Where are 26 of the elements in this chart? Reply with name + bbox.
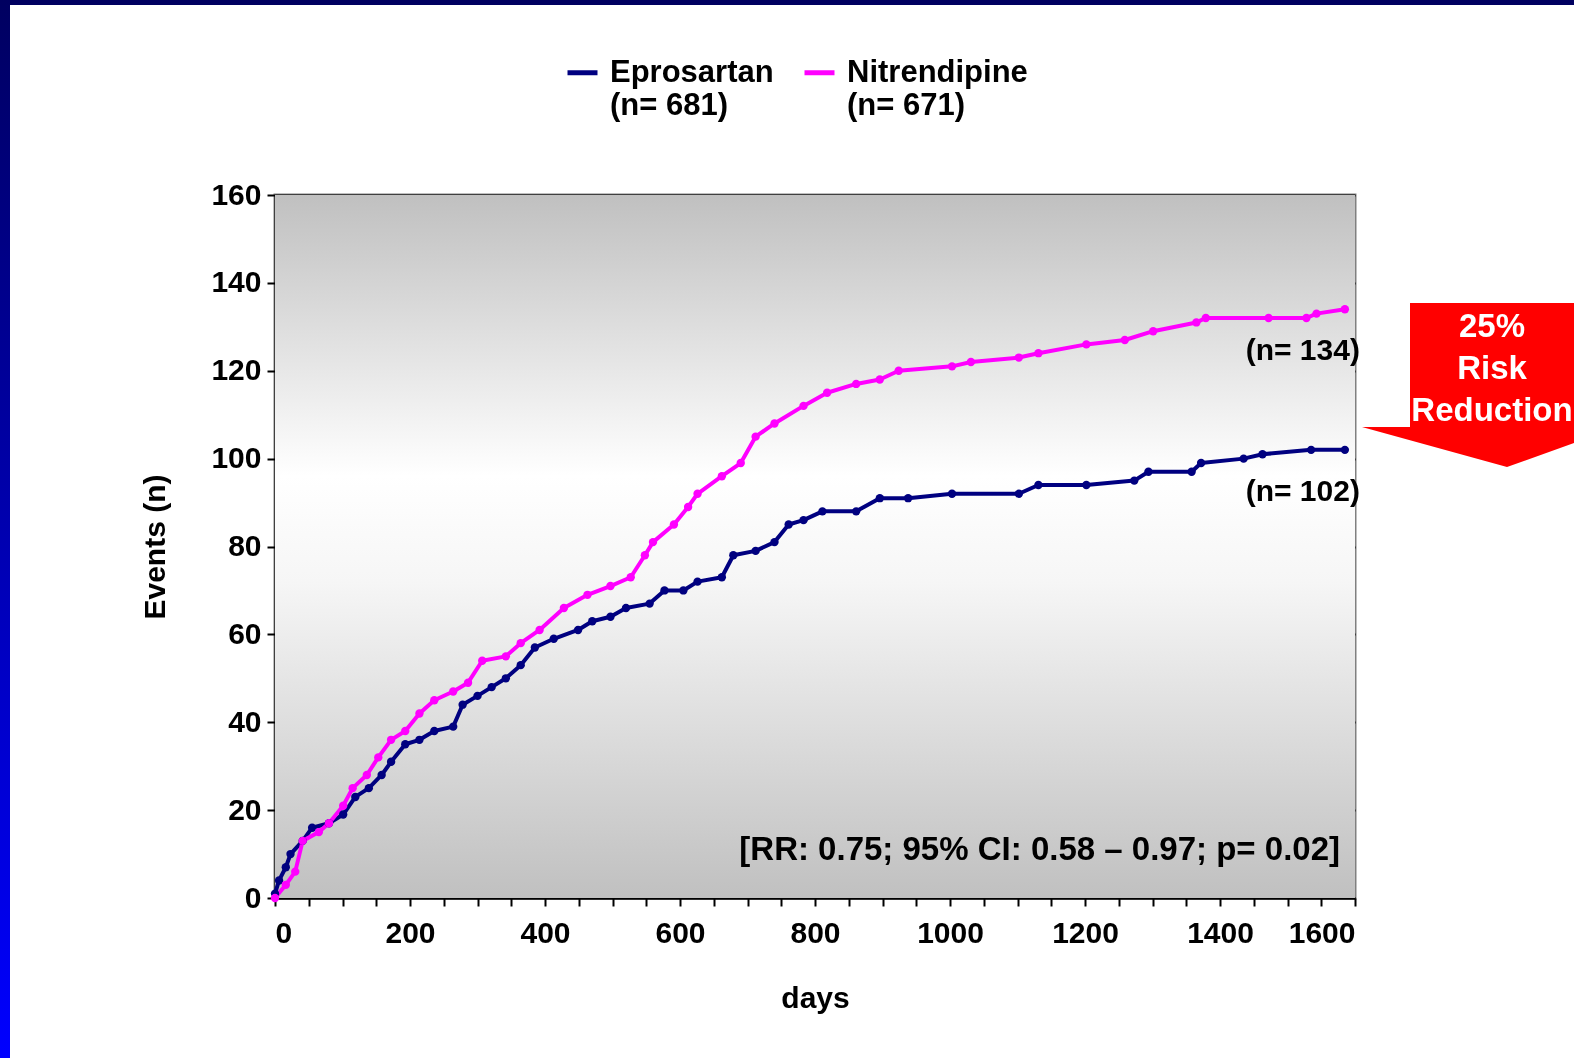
x-tick-label: 600 <box>655 915 706 949</box>
text: 25% Risk Reduction <box>1410 306 1574 430</box>
x-axis-title: days <box>781 980 850 1014</box>
x-tick-label: 800 <box>790 915 841 949</box>
x-tick-label: 200 <box>385 915 436 949</box>
x-tick-label: 0 <box>275 915 293 949</box>
y-tick-label: 100 <box>211 441 262 475</box>
x-tick-label: 1000 <box>917 915 984 949</box>
x-tick-label: 400 <box>520 915 571 949</box>
legend-label: Eprosartan (n= 681) <box>610 53 774 122</box>
annotation: [RR: 0.75; 95% CI: 0.58 – 0.97; p= 0.02] <box>739 830 1340 867</box>
annotation: (n= 102) <box>1245 473 1360 507</box>
y-axis-title: Events (n) <box>138 474 172 620</box>
y-tick-label: 160 <box>211 177 262 211</box>
x-tick-label: 1200 <box>1052 915 1119 949</box>
y-tick-label: 40 <box>228 704 262 738</box>
y-tick-label: 0 <box>244 880 262 914</box>
y-tick-label: 80 <box>228 529 262 562</box>
annotation: (n= 134) <box>1245 333 1360 367</box>
x-tick-label: 1400 <box>1187 915 1254 949</box>
y-tick-label: 120 <box>211 353 262 387</box>
y-tick-label: 140 <box>211 265 262 299</box>
x-tick-label: 1600 <box>1288 915 1356 949</box>
y-tick-label: 60 <box>228 616 262 650</box>
y-tick-label: 20 <box>228 792 262 826</box>
legend-label: Nitrendipine (n= 671) <box>847 53 1028 122</box>
